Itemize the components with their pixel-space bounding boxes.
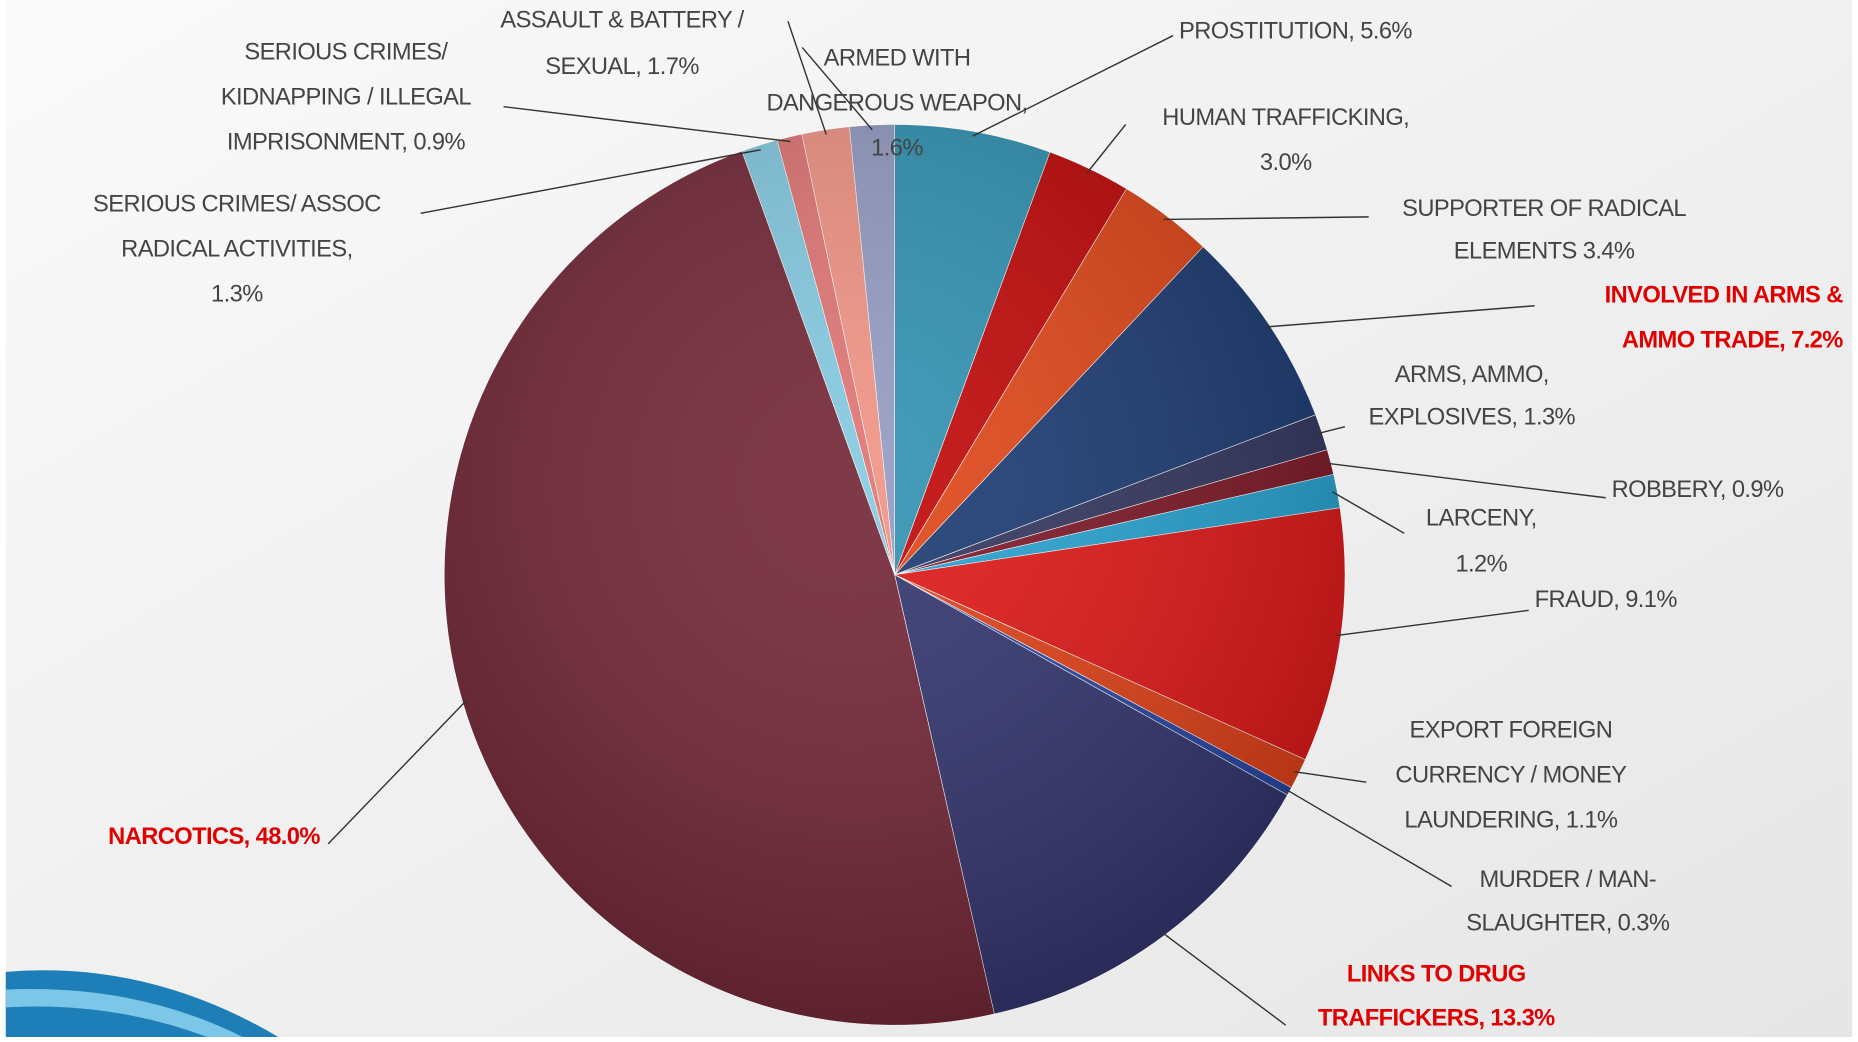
data-label: KIDNAPPING / ILLEGAL <box>221 85 472 111</box>
data-label: LAUNDERING, 1.1% <box>1404 808 1618 834</box>
leader-line <box>1160 931 1287 1026</box>
data-label: NARCOTICS, 48.0% <box>108 824 320 850</box>
data-label: TRAFFICKERS, 13.3% <box>1318 1005 1555 1031</box>
data-label: HUMAN TRAFFICKING, <box>1162 105 1409 131</box>
data-label: ROBBERY, 0.9% <box>1612 477 1784 503</box>
leader-line <box>801 46 873 131</box>
data-label: LINKS TO DRUG <box>1347 962 1526 988</box>
data-label: 1.2% <box>1455 552 1507 578</box>
data-label: FRAUD, 9.1% <box>1535 587 1678 613</box>
data-label: AMMO TRADE, 7.2% <box>1622 328 1843 354</box>
leader-line <box>1325 462 1606 499</box>
data-label: 1.6% <box>871 136 923 162</box>
data-label: RADICAL ACTIVITIES, <box>121 236 352 262</box>
data-label: PROSTITUTION, 5.6% <box>1179 18 1412 44</box>
data-label: SERIOUS CRIMES/ <box>244 40 448 66</box>
data-label: SLAUGHTER, 0.3% <box>1466 911 1670 937</box>
leader-line <box>1294 770 1367 783</box>
data-label: SUPPORTER OF RADICAL <box>1402 196 1686 222</box>
leader-line <box>327 699 468 845</box>
leader-line <box>503 105 791 143</box>
leader-line <box>1332 491 1405 534</box>
data-label: IMPRISONMENT, 0.9% <box>227 130 466 156</box>
data-label: LARCENY, <box>1426 505 1537 531</box>
leader-line <box>1284 788 1453 888</box>
data-label: 3.0% <box>1260 150 1312 176</box>
leader-line <box>1335 609 1529 637</box>
leader-line <box>1086 123 1127 174</box>
data-label: ELEMENTS 3.4% <box>1454 239 1635 265</box>
data-label: CURRENCY / MONEY <box>1395 763 1627 789</box>
data-label: DANGEROUS WEAPON, <box>766 91 1027 117</box>
data-label: SEXUAL, 1.7% <box>545 54 699 80</box>
leader-line <box>1317 425 1346 435</box>
leader-line <box>1163 216 1369 221</box>
data-label: EXPORT FOREIGN <box>1410 717 1613 743</box>
data-label: MURDER / MAN- <box>1480 867 1657 893</box>
data-label: ARMS, AMMO, <box>1395 362 1549 388</box>
data-label: ARMED WITH <box>824 46 971 72</box>
data-label: ASSAULT & BATTERY / <box>500 8 744 34</box>
leader-line <box>1264 305 1535 328</box>
leader-line <box>787 21 827 135</box>
decoration <box>5 989 243 1037</box>
data-label: EXPLOSIVES, 1.3% <box>1369 405 1576 431</box>
data-label: SERIOUS CRIMES/ ASSOC <box>93 191 381 217</box>
leader-line <box>972 34 1174 137</box>
leader-line <box>420 149 761 215</box>
data-label: INVOLVED IN ARMS & <box>1605 283 1844 309</box>
data-label: 1.3% <box>211 281 263 307</box>
